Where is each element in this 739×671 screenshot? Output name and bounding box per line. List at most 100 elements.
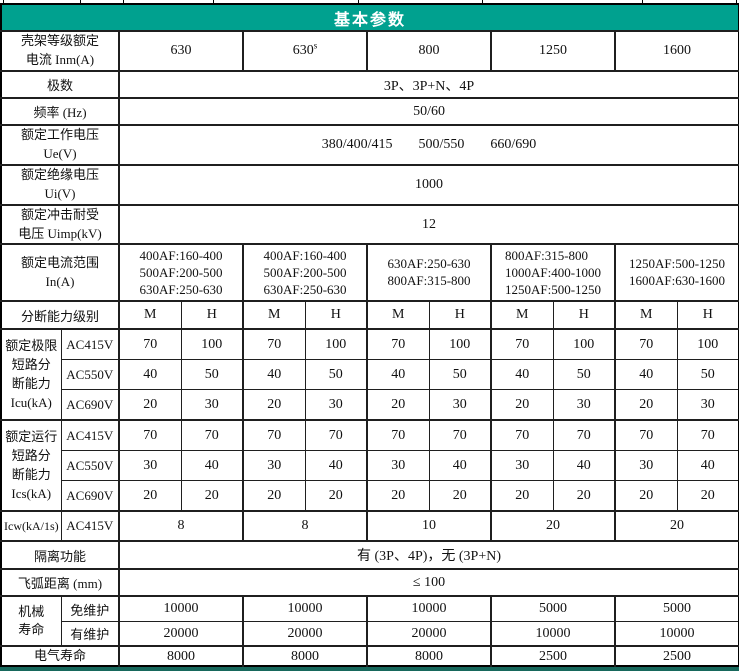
row-label: 频率 (Hz) <box>0 97 120 126</box>
row-icu-ac415v: 额定极限 短路分 断能力 Icu(kA) AC415V 70 100 70 10… <box>0 328 739 421</box>
row-label: 分断能力级别 <box>0 300 120 330</box>
value-cell: 20 <box>614 389 678 421</box>
value-cell: 8 <box>118 510 244 542</box>
row-frame-rating: 壳架等级额定 电流 Inm(A) 630 630s 800 1250 1600 <box>0 30 739 72</box>
value-cell: 8000 <box>366 645 492 667</box>
row-ics-ac690v: AC690V 20 20 20 20 20 20 20 20 20 20 <box>1 480 739 512</box>
value-cell: 630AF:250-630 800AF:315-800 <box>366 243 492 302</box>
value-cell: M <box>366 300 430 330</box>
value-cell: 12 <box>117 203 739 245</box>
value-cell: 20 <box>490 510 616 542</box>
value-cell: 30 <box>180 389 244 421</box>
footnote-marker: s <box>313 40 318 51</box>
value-cell: 20 <box>490 389 554 421</box>
value-cell: 50 <box>676 359 739 391</box>
row-label: 壳架等级额定 电流 Inm(A) <box>0 30 120 72</box>
value-cell: 3P、3P+N、4P <box>117 70 739 99</box>
row-label: 电气寿命 <box>0 645 120 667</box>
value-cell: 8000 <box>242 645 368 667</box>
value-cell: 400AF:160-400 500AF:200-500 630AF:250-63… <box>118 243 244 302</box>
value-cell: 20 <box>614 480 678 512</box>
value-cell: 50 <box>552 359 616 391</box>
table-title: 基本参数 <box>0 3 739 32</box>
row-mech-life-maintenance-free: 机械 寿命 免维护 10000 10000 10000 5000 5000 <box>0 595 739 647</box>
value-cell: 70 <box>242 328 306 361</box>
basic-parameters-table: 基本参数 壳架等级额定 电流 Inm(A) 630 630s 800 1250 … <box>0 3 739 668</box>
value-cell: 20 <box>366 389 430 421</box>
value-cell: 40 <box>366 359 430 391</box>
value-cell: 8 <box>242 510 368 542</box>
row-arc-distance: 飞弧距离 (mm) ≤ 100 <box>0 568 739 597</box>
value-cell: 70 <box>242 419 306 452</box>
value-cell: 5000 <box>490 595 616 623</box>
value-cell: 100 <box>304 328 368 361</box>
value-cell: 10000 <box>366 595 492 623</box>
sub-label: AC690V <box>60 389 120 421</box>
value-cell: 1250 <box>490 30 616 72</box>
row-breaking-grade: 分断能力级别 M H M H M H M H M H <box>0 300 739 330</box>
value-cell: 70 <box>304 419 368 452</box>
value-cell: 20000 <box>242 621 368 647</box>
value-cell: 30 <box>552 389 616 421</box>
sub-label: AC550V <box>60 359 120 391</box>
value-cell: 20000 <box>118 621 244 647</box>
cropped-row-ticks <box>0 0 739 3</box>
value-cell: 20 <box>180 480 244 512</box>
value-cell: 5000 <box>613 595 739 623</box>
row-impulse-voltage: 额定冲击耐受 电压 Uimp(kV) 12 <box>0 203 739 245</box>
value-cell: 50 <box>428 359 492 391</box>
value-cell: 70 <box>180 419 244 452</box>
sub-label: 有维护 <box>60 621 120 647</box>
value-cell: 40 <box>614 359 678 391</box>
row-label: 飞弧距离 (mm) <box>0 568 120 597</box>
value-cell: 50/60 <box>117 97 739 126</box>
row-label: 额定电流范围 In(A) <box>0 243 120 302</box>
value-cell: M <box>118 300 182 330</box>
value-cell: H <box>552 300 616 330</box>
value-cell: 50 <box>180 359 244 391</box>
value-cell: 70 <box>490 328 554 361</box>
value-cell: 20 <box>428 480 492 512</box>
value-cell: 100 <box>676 328 739 361</box>
value-cell: 30 <box>676 389 739 421</box>
value-cell: 380/400/415 500/550 660/690 <box>117 124 739 166</box>
value-cell: 10000 <box>242 595 368 623</box>
value-cell: H <box>180 300 244 330</box>
value-cell: 70 <box>366 328 430 361</box>
sub-label: AC690V <box>60 480 120 512</box>
row-label: Icw(kA/1s) <box>0 510 62 542</box>
value-cell: 20000 <box>366 621 492 647</box>
value-cell: 40 <box>304 450 368 482</box>
value-cell: 20 <box>366 480 430 512</box>
value-cell: 70 <box>552 419 616 452</box>
value-cell: 100 <box>428 328 492 361</box>
value-cell: 20 <box>242 480 306 512</box>
value-cell: ≤ 100 <box>117 568 739 597</box>
value-cell: 1250AF:500-1250 1600AF:630-1600 <box>613 243 739 302</box>
value-cell: 40 <box>180 450 244 482</box>
row-poles: 极数 3P、3P+N、4P <box>0 70 739 99</box>
row-rated-working-voltage: 额定工作电压 Ue(V) 380/400/415 500/550 660/690 <box>0 124 739 166</box>
value-cell: H <box>676 300 739 330</box>
value-cell: 70 <box>676 419 739 452</box>
value-cell: 40 <box>118 359 182 391</box>
value-cell: 20 <box>552 480 616 512</box>
row-label: 极数 <box>0 70 120 99</box>
value-cell: M <box>490 300 554 330</box>
row-label: 机械 寿命 <box>0 595 62 647</box>
row-rated-current-range: 额定电流范围 In(A) 400AF:160-400 500AF:200-500… <box>0 243 739 302</box>
value-cell: 70 <box>614 419 678 452</box>
value-cell: M <box>614 300 678 330</box>
row-label: 额定冲击耐受 电压 Uimp(kV) <box>0 203 120 245</box>
value-cell: 70 <box>614 328 678 361</box>
value-cell: 30 <box>242 450 306 482</box>
value-cell: 30 <box>428 389 492 421</box>
row-label: 额定运行 短路分 断能力 Ics(kA) <box>0 419 62 512</box>
sub-label: AC415V <box>60 419 120 452</box>
value-cell: 40 <box>676 450 739 482</box>
value-cell: 20 <box>676 480 739 512</box>
value-cell: 40 <box>242 359 306 391</box>
value-cell: 10 <box>366 510 492 542</box>
value-cell: 70 <box>118 419 182 452</box>
value-cell: 400AF:160-400 500AF:200-500 630AF:250-63… <box>242 243 368 302</box>
